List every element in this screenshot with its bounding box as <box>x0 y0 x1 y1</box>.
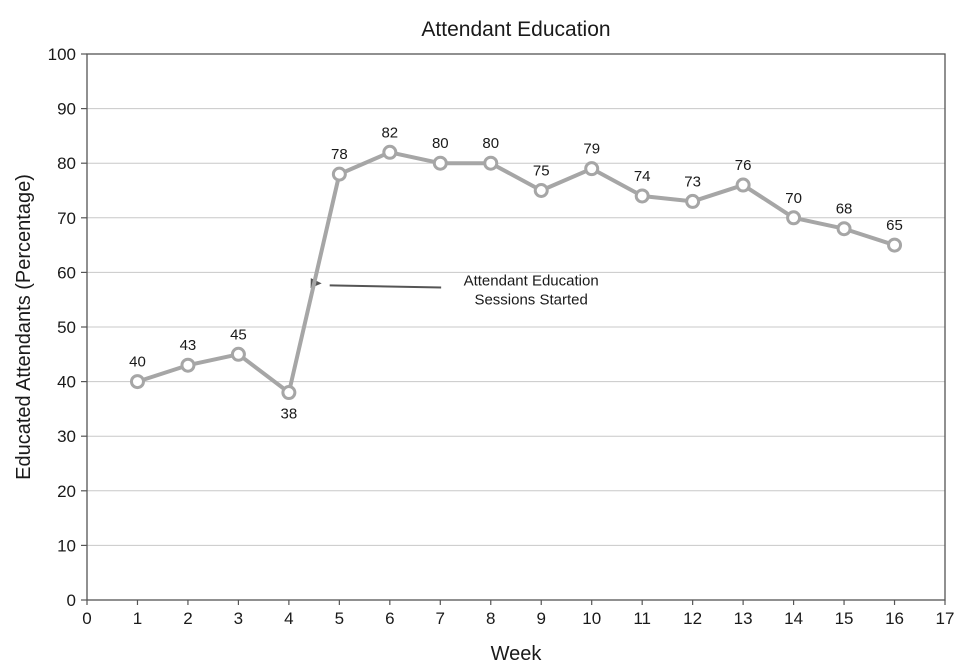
x-tick-label: 13 <box>734 609 753 628</box>
data-point <box>735 177 751 193</box>
data-point <box>887 237 903 253</box>
annotation-arrow-line <box>329 284 442 289</box>
y-tick-label: 30 <box>57 427 76 446</box>
data-label: 43 <box>180 337 197 354</box>
data-point <box>786 210 802 226</box>
data-label: 76 <box>735 157 752 174</box>
x-tick-label: 11 <box>633 609 651 628</box>
y-tick-label: 100 <box>48 45 76 64</box>
x-tick-label: 2 <box>183 609 192 628</box>
annotation-text-line: Sessions Started <box>474 292 587 309</box>
data-point <box>836 221 852 237</box>
data-label: 65 <box>886 217 903 234</box>
x-tick-label: 9 <box>537 609 546 628</box>
x-tick-label: 16 <box>885 609 904 628</box>
y-tick-label: 60 <box>57 263 76 282</box>
data-point <box>584 161 600 177</box>
x-tick-label: 8 <box>486 609 495 628</box>
data-point <box>634 188 650 204</box>
annotation-text-line: Attendant Education <box>464 273 599 290</box>
series <box>129 144 903 401</box>
x-tick-label: 1 <box>133 609 142 628</box>
x-tick-label: 0 <box>82 609 91 628</box>
data-label: 40 <box>129 354 146 371</box>
y-tick-label: 80 <box>57 154 76 173</box>
series-line <box>136 150 896 395</box>
x-tick-label: 12 <box>683 609 702 628</box>
y-tick-label: 90 <box>57 100 76 119</box>
data-point <box>230 346 246 362</box>
y-tick-label: 70 <box>57 209 76 228</box>
data-label: 75 <box>533 163 550 180</box>
data-label: 82 <box>381 124 398 141</box>
x-tick-label: 14 <box>784 609 803 628</box>
x-tick-label: 4 <box>284 609 293 628</box>
y-tick-label: 0 <box>67 591 76 610</box>
x-tick-label: 17 <box>936 609 955 628</box>
x-tick-label: 6 <box>385 609 394 628</box>
data-point <box>382 144 398 160</box>
x-tick-label: 10 <box>582 609 601 628</box>
data-point <box>685 193 701 209</box>
data-label: 73 <box>684 173 701 190</box>
grid-lines <box>87 108 945 546</box>
data-label: 78 <box>331 146 348 163</box>
x-tick-label: 15 <box>835 609 854 628</box>
data-point <box>483 155 499 171</box>
x-axis-ticks: 0 1 2 3 4 5 6 7 8 9 10 11 12 13 14 15 16 17 <box>82 600 954 628</box>
y-tick-label: 10 <box>57 536 76 555</box>
data-point <box>331 166 347 182</box>
data-point <box>432 155 448 171</box>
chart-title: Attendant Education <box>421 18 610 41</box>
data-label: 68 <box>836 201 853 218</box>
y-tick-label: 20 <box>57 482 76 501</box>
data-point <box>129 374 145 390</box>
data-label: 38 <box>281 406 298 423</box>
y-axis-ticks: 0 10 20 30 40 50 60 70 80 90 100 <box>48 45 87 610</box>
x-tick-label: 7 <box>436 609 445 628</box>
data-point <box>180 357 196 373</box>
data-label: 80 <box>432 135 449 152</box>
data-label: 80 <box>482 135 499 152</box>
x-tick-label: 3 <box>234 609 243 628</box>
x-axis-title: Week <box>491 643 543 665</box>
data-point <box>281 385 297 401</box>
y-axis-title: Educated Attendants (Percentage) <box>13 174 35 480</box>
data-label: 45 <box>230 326 247 343</box>
data-label: 74 <box>634 168 651 185</box>
data-label: 79 <box>583 141 600 158</box>
data-labels: 40 43 45 38 78 82 80 80 75 79 74 73 76 70 68 65 <box>129 124 903 422</box>
y-tick-label: 50 <box>57 318 76 337</box>
data-point <box>533 183 549 198</box>
annotation: Attendant Education Sessions Started <box>310 273 599 309</box>
y-tick-label: 40 <box>57 373 76 392</box>
data-label: 70 <box>785 190 802 207</box>
x-tick-label: 5 <box>335 609 344 628</box>
